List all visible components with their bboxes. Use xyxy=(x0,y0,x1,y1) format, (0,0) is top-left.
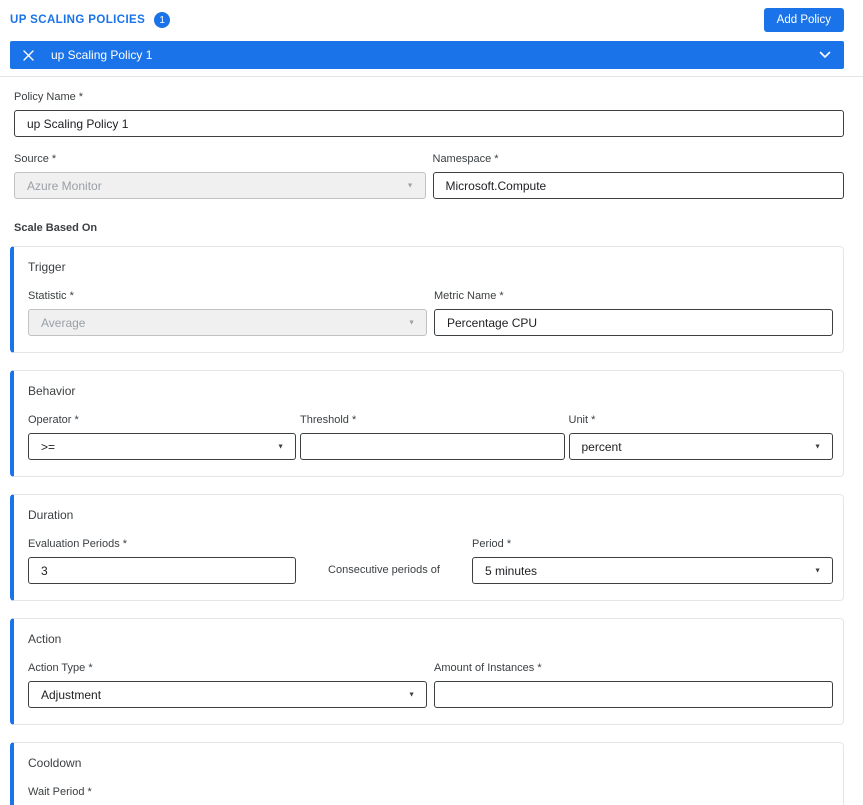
action-fields-row: Action Type * Adjustment ▼ Amount of Ins… xyxy=(28,662,833,708)
trigger-heading: Trigger xyxy=(28,260,66,274)
policy-name-label: Policy Name * xyxy=(14,91,84,103)
threshold-group: Threshold * xyxy=(300,414,565,460)
behavior-fields-row: Operator * >= ▼ Threshold * Unit * perce… xyxy=(28,414,833,460)
statistic-group: Statistic * Average ▼ xyxy=(28,290,427,336)
period-select-value: 5 minutes xyxy=(485,563,538,578)
dropdown-arrow-icon: ▼ xyxy=(814,443,821,450)
consecutive-periods-text-wrap: Consecutive periods of xyxy=(300,538,468,584)
source-namespace-row: Source * Azure Monitor ▼ Namespace * xyxy=(14,153,844,199)
threshold-label: Threshold * xyxy=(300,414,357,426)
operator-select-value: >= xyxy=(41,439,56,454)
action-type-select[interactable]: Adjustment ▼ xyxy=(28,681,427,708)
action-type-group: Action Type * Adjustment ▼ xyxy=(28,662,427,708)
source-select-value: Azure Monitor xyxy=(27,178,102,193)
behavior-card: Behavior Operator * >= ▼ Threshold * Uni… xyxy=(10,370,844,477)
policy-name-group: Policy Name * xyxy=(14,91,844,137)
namespace-group: Namespace * xyxy=(432,153,844,199)
dropdown-arrow-icon: ▼ xyxy=(408,691,415,698)
policy-accordion-header[interactable]: up Scaling Policy 1 xyxy=(10,41,844,69)
scale-based-on-label: Scale Based On xyxy=(14,222,98,234)
namespace-input[interactable] xyxy=(432,172,844,199)
dropdown-arrow-icon: ▼ xyxy=(814,567,821,574)
action-type-select-value: Adjustment xyxy=(41,687,102,702)
operator-select[interactable]: >= ▼ xyxy=(28,433,296,460)
operator-group: Operator * >= ▼ xyxy=(28,414,296,460)
period-group: Period * 5 minutes ▼ xyxy=(472,538,833,584)
evaluation-periods-label: Evaluation Periods * xyxy=(28,538,128,550)
policy-count-badge: 1 xyxy=(154,12,171,28)
evaluation-periods-input[interactable] xyxy=(28,557,296,584)
metric-name-input[interactable] xyxy=(434,309,833,336)
duration-card: Duration Evaluation Periods * Consecutiv… xyxy=(10,494,844,601)
behavior-heading: Behavior xyxy=(28,384,76,398)
unit-label: Unit * xyxy=(568,414,596,426)
source-group: Source * Azure Monitor ▼ xyxy=(14,153,426,199)
amount-of-instances-group: Amount of Instances * xyxy=(434,662,833,708)
amount-of-instances-input[interactable] xyxy=(434,681,833,708)
unit-group: Unit * percent ▼ xyxy=(568,414,833,460)
page-title: UP SCALING POLICIES xyxy=(10,14,146,26)
amount-of-instances-label: Amount of Instances * xyxy=(434,662,542,674)
threshold-input[interactable] xyxy=(300,433,565,460)
divider xyxy=(0,76,863,77)
source-label: Source * xyxy=(14,153,57,165)
action-type-label: Action Type * xyxy=(28,662,93,674)
duration-fields-row: Evaluation Periods * Consecutive periods… xyxy=(28,538,833,584)
consecutive-periods-text: Consecutive periods of xyxy=(328,564,440,576)
cooldown-heading: Cooldown xyxy=(28,756,82,770)
operator-label: Operator * xyxy=(28,414,79,426)
add-policy-button[interactable]: Add Policy xyxy=(763,8,844,32)
duration-heading: Duration xyxy=(28,508,74,522)
header: UP SCALING POLICIES 1 Add Policy xyxy=(10,8,844,32)
period-label: Period * xyxy=(472,538,512,550)
source-select: Azure Monitor ▼ xyxy=(14,172,426,199)
unit-select-value: percent xyxy=(581,439,622,454)
wait-period-group: Wait Period * Seconds xyxy=(28,786,833,805)
unit-select[interactable]: percent ▼ xyxy=(568,433,833,460)
policy-name-input[interactable] xyxy=(14,110,844,137)
chevron-down-icon[interactable] xyxy=(819,51,831,59)
statistic-select-value: Average xyxy=(41,315,86,330)
policy-bar-title: up Scaling Policy 1 xyxy=(51,48,153,62)
statistic-label: Statistic * xyxy=(28,290,74,302)
cooldown-card: Cooldown Wait Period * Seconds xyxy=(10,742,844,805)
namespace-label: Namespace * xyxy=(432,153,499,165)
dropdown-arrow-icon: ▼ xyxy=(408,319,415,326)
trigger-card: Trigger Statistic * Average ▼ Metric Nam… xyxy=(10,246,844,353)
action-heading: Action xyxy=(28,632,62,646)
action-card: Action Action Type * Adjustment ▼ Amount… xyxy=(10,618,844,725)
dropdown-arrow-icon: ▼ xyxy=(406,182,414,189)
statistic-select: Average ▼ xyxy=(28,309,427,336)
wait-period-label: Wait Period * xyxy=(28,786,92,798)
trigger-fields-row: Statistic * Average ▼ Metric Name * xyxy=(28,290,833,336)
dropdown-arrow-icon: ▼ xyxy=(277,443,284,450)
evaluation-periods-group: Evaluation Periods * xyxy=(28,538,296,584)
metric-name-group: Metric Name * xyxy=(434,290,833,336)
period-select[interactable]: 5 minutes ▼ xyxy=(472,557,833,584)
metric-name-label: Metric Name * xyxy=(434,290,504,302)
close-icon[interactable] xyxy=(23,49,34,61)
